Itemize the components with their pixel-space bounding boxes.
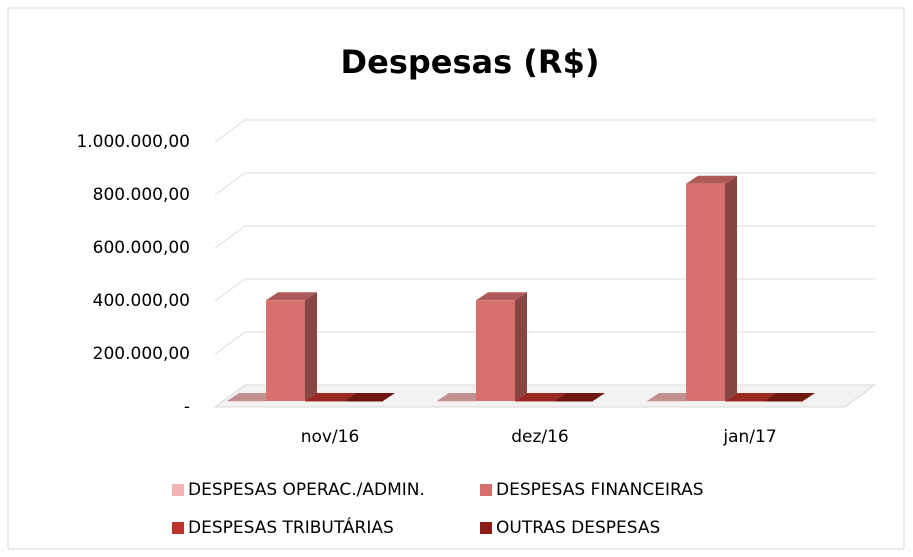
grid-line <box>214 278 875 302</box>
bar <box>764 393 815 402</box>
y-tick-label: - <box>184 397 190 417</box>
x-tick-label: nov/16 <box>301 427 360 447</box>
bar-face <box>305 292 317 401</box>
bar-face <box>554 393 605 401</box>
bar <box>554 393 605 402</box>
bar-face <box>515 292 527 401</box>
bar-face <box>725 393 776 401</box>
y-tick-label: 200.000,00 <box>93 344 190 364</box>
bar-face <box>437 393 488 401</box>
bar <box>686 175 737 401</box>
bar-face <box>515 393 566 401</box>
legend-label: DESPESAS FINANCEIRAS <box>496 480 704 500</box>
grid-line <box>214 172 875 196</box>
x-tick-label: jan/17 <box>722 427 776 447</box>
legend-swatch <box>480 484 492 496</box>
bar-face <box>305 393 356 401</box>
bar-face <box>266 300 305 401</box>
bar <box>305 393 356 402</box>
bar <box>725 393 776 402</box>
bar <box>227 393 278 402</box>
bar-face <box>515 401 554 402</box>
bar-face <box>764 401 803 402</box>
grid-line <box>214 225 875 249</box>
bar-face <box>344 393 395 401</box>
bar-face <box>647 401 686 402</box>
grid-line <box>214 331 875 355</box>
bar <box>266 292 317 401</box>
grid-line <box>214 119 875 143</box>
bar-face <box>437 401 476 402</box>
legend-swatch <box>172 522 184 534</box>
chart-title: Despesas (R$) <box>341 43 600 81</box>
bar-face <box>764 393 815 401</box>
bar-face <box>476 300 515 401</box>
bar-face <box>725 175 737 401</box>
y-tick-label: 400.000,00 <box>93 291 190 311</box>
bar-face <box>305 401 344 402</box>
legend-label: DESPESAS TRIBUTÁRIAS <box>188 516 394 538</box>
bar-face <box>647 393 698 401</box>
x-tick-label: dez/16 <box>511 427 569 447</box>
bar-face <box>476 292 527 301</box>
y-tick-label: 600.000,00 <box>93 238 190 258</box>
bar-face <box>227 393 278 401</box>
legend-label: DESPESAS OPERAC./ADMIN. <box>188 480 425 500</box>
legend-label: OUTRAS DESPESAS <box>496 518 660 538</box>
bar <box>515 393 566 402</box>
legend-swatch <box>172 484 184 496</box>
bar-face <box>686 175 737 184</box>
y-tick-label: 800.000,00 <box>93 185 190 205</box>
bar-face <box>686 183 725 401</box>
bar-face <box>725 401 764 402</box>
bar-face <box>266 292 317 301</box>
bar-face <box>554 401 593 402</box>
bar <box>647 393 698 402</box>
bar <box>476 292 527 401</box>
bar-face <box>344 401 383 402</box>
grid-line <box>214 384 875 408</box>
y-tick-label: 1.000.000,00 <box>76 132 190 152</box>
bar-face <box>227 401 266 402</box>
bar <box>344 393 395 402</box>
legend-swatch <box>480 522 492 534</box>
bar <box>437 393 488 402</box>
